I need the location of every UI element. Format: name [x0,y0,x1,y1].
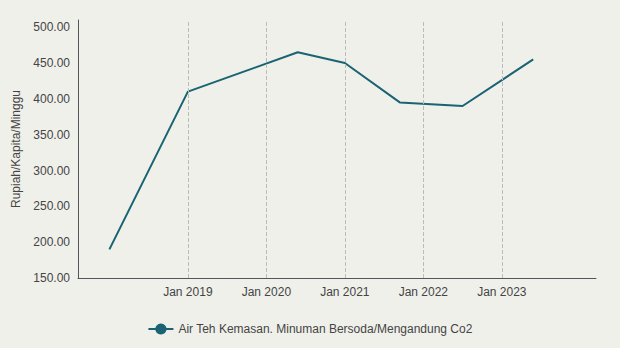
svg-text:300.00: 300.00 [33,164,70,178]
svg-text:Jan 2022: Jan 2022 [399,285,449,299]
svg-text:Rupiah/Kapita/Minggu: Rupiah/Kapita/Minggu [9,90,23,208]
svg-text:250.00: 250.00 [33,199,70,213]
svg-text:150.00: 150.00 [33,271,70,285]
svg-text:500.00: 500.00 [33,20,70,34]
svg-text:400.00: 400.00 [33,92,70,106]
svg-text:Air Teh Kemasan. Minuman Berso: Air Teh Kemasan. Minuman Bersoda/Mengand… [178,322,472,336]
svg-text:Jan 2023: Jan 2023 [477,285,527,299]
svg-text:Jan 2021: Jan 2021 [320,285,370,299]
svg-text:450.00: 450.00 [33,56,70,70]
svg-text:200.00: 200.00 [33,235,70,249]
svg-text:Jan 2020: Jan 2020 [242,285,292,299]
svg-text:350.00: 350.00 [33,128,70,142]
svg-text:Jan 2019: Jan 2019 [163,285,213,299]
